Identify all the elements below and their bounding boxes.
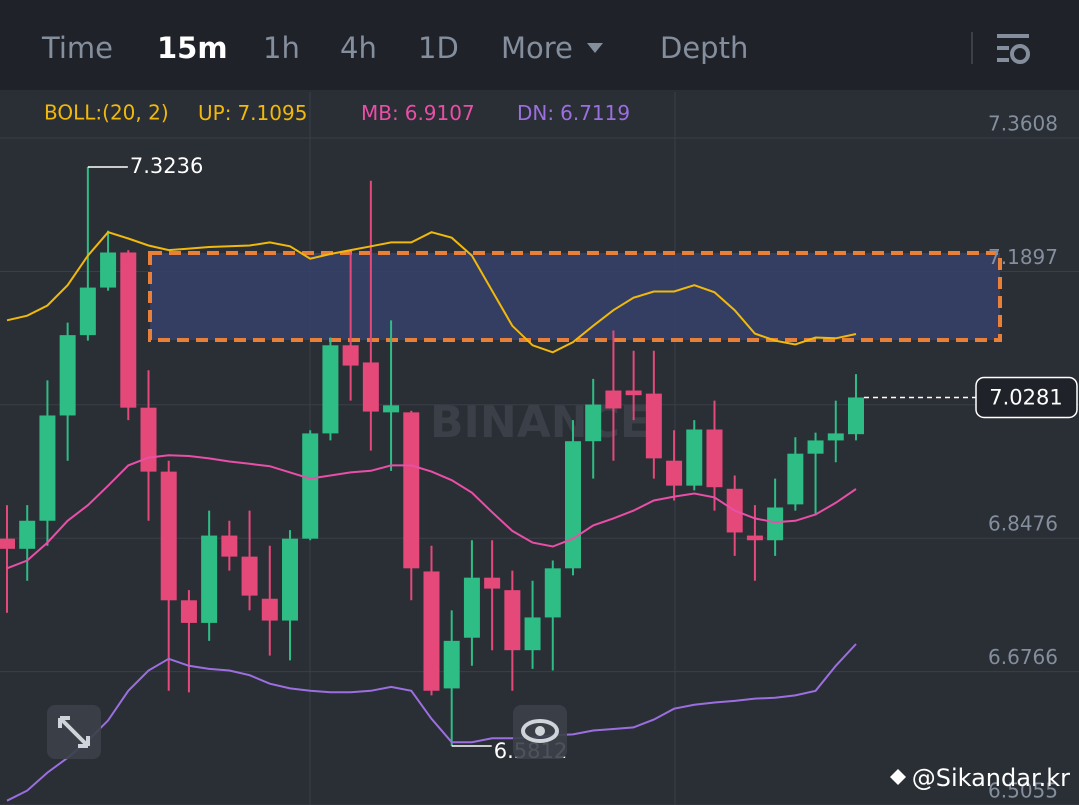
y-tick-label: 6.6766 (988, 645, 1058, 669)
plot: 7.32366.5812 (0, 154, 864, 802)
candle-body (100, 252, 117, 288)
candle-body (261, 598, 278, 621)
legend-value: 7.1095 (237, 101, 307, 125)
y-tick-label: 6.5055 (988, 779, 1058, 803)
boll-line (6, 643, 857, 802)
y-tick-label: 7.1897 (988, 245, 1058, 269)
candle-body (39, 415, 56, 521)
tab[interactable]: More (501, 31, 573, 65)
legend-entry: UP: 7.1095 (198, 101, 307, 125)
candle-body (847, 397, 864, 435)
candle-body (807, 440, 824, 454)
candle-body (79, 287, 96, 336)
candle-body (827, 433, 844, 441)
indicator-label: BOLL:(20, 2) (44, 101, 169, 125)
candle-body (484, 577, 501, 589)
legend-value: 6.7119 (560, 101, 630, 125)
tab[interactable]: 1D (418, 31, 459, 65)
candle-body (19, 520, 36, 549)
candle-body (281, 538, 298, 621)
candle-body (59, 335, 76, 416)
legend-value: 6.9107 (405, 101, 475, 125)
y-tick-label: 6.8476 (988, 512, 1058, 536)
credit-text: @Sikandar.kr (912, 764, 1070, 792)
candle-body (746, 535, 763, 541)
tab[interactable]: 1h (263, 31, 300, 65)
candle-body (564, 441, 581, 569)
candle-body (160, 471, 177, 601)
last-price-box (975, 376, 1078, 419)
y-tick-label: 7.3608 (988, 112, 1058, 136)
boll-line (6, 231, 857, 354)
candle-body (443, 640, 460, 689)
candle-body (666, 460, 683, 486)
legend: BOLL:(20, 2) UP: 7.1095 MB: 6.9107 DN: 6.7119 (44, 101, 630, 125)
candle-body (221, 535, 238, 557)
boll-line (6, 454, 857, 570)
candle-body (504, 590, 521, 651)
tab[interactable]: 4h (340, 31, 377, 65)
more-caret[interactable] (587, 43, 603, 53)
candle-body (180, 600, 197, 623)
candle-body (767, 507, 784, 541)
tab[interactable]: Time (41, 31, 113, 65)
candle-body (645, 393, 662, 459)
candle-body (524, 617, 541, 651)
candle-body (423, 571, 440, 691)
credit: @Sikandar.kr (890, 764, 1070, 792)
candle-body (342, 345, 359, 366)
tab[interactable]: Depth (660, 31, 748, 65)
candle-body (241, 556, 258, 596)
legend-name: UP: (198, 101, 231, 125)
candle-body (706, 429, 723, 488)
legend-entry: DN: 6.7119 (517, 101, 630, 125)
candle-body (544, 568, 561, 618)
candle-body (686, 429, 703, 486)
candle-body (585, 404, 602, 442)
high-label: 7.3236 (130, 154, 203, 178)
y-axis: 7.36087.18977.01876.84766.67666.50557.02… (863, 112, 1078, 803)
candle-body (625, 390, 642, 396)
tab[interactable]: 15m (157, 31, 228, 65)
legend-name: DN: (517, 101, 554, 125)
fullscreen-button[interactable] (47, 705, 101, 759)
candle-body (322, 345, 339, 434)
candle-body (403, 412, 420, 569)
candle-body (302, 433, 319, 539)
price-zone-drawing[interactable] (148, 251, 1002, 342)
candle-body (605, 390, 622, 409)
legend-name: MB: (361, 101, 399, 125)
candle-body (120, 252, 137, 408)
candle-body (0, 538, 15, 549)
candle-body (362, 362, 379, 412)
settings-icon[interactable] (997, 34, 1030, 64)
candle-body (787, 453, 804, 505)
candle-body (201, 535, 218, 623)
candle-body (463, 577, 480, 638)
toolbar (0, 0, 1079, 90)
visibility-button[interactable] (513, 705, 567, 759)
candle-body (140, 407, 157, 472)
last-price-label: 7.0281 (989, 385, 1062, 409)
candle-body (383, 405, 400, 413)
legend-entry: MB: 6.9107 (361, 101, 475, 125)
tabs: Time 15m 1h 4h 1D More Depth (41, 31, 748, 65)
